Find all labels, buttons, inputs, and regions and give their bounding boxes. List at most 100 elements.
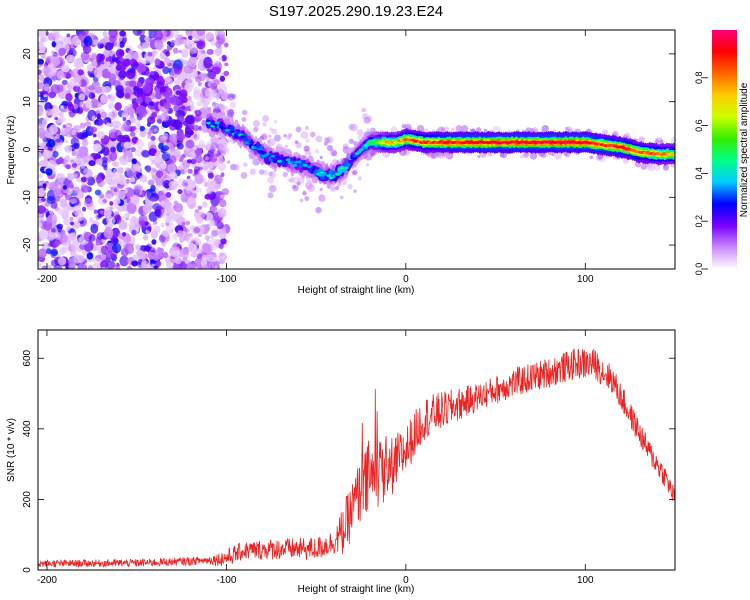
heatmap-cell	[272, 158, 278, 162]
heatmap-cell	[221, 151, 226, 156]
heatmap-cell	[196, 30, 206, 37]
heatmap-cell	[165, 216, 172, 223]
heatmap-cell	[73, 186, 81, 194]
heatmap-cell	[88, 92, 96, 100]
heatmap-cell	[59, 198, 68, 208]
heatmap-cell	[86, 65, 94, 72]
heatmap-cell	[110, 68, 116, 74]
heatmap-cell	[95, 175, 103, 184]
heatmap-cell	[274, 155, 280, 159]
heatmap-cell	[169, 146, 176, 153]
heatmap-cell	[167, 163, 176, 174]
heatmap-cell	[165, 50, 171, 57]
heatmap-cell	[200, 97, 206, 103]
heatmap-cell	[100, 111, 108, 119]
heatmap-cell	[309, 131, 316, 138]
snr-line	[38, 348, 675, 568]
heatmap-cell	[124, 108, 130, 114]
heatmap-cell	[70, 159, 75, 163]
heatmap-cell	[171, 182, 175, 186]
heatmap-cell	[99, 193, 105, 199]
heatmap-cell	[315, 206, 322, 214]
heatmap-cell	[207, 261, 216, 269]
heatmap-cell	[174, 174, 179, 180]
heatmap-cell	[197, 248, 203, 253]
heatmap-cell	[47, 138, 56, 148]
heatmap-cell	[147, 179, 155, 186]
heatmap-cell	[70, 37, 76, 45]
heatmap-cell	[357, 176, 362, 181]
heatmap-cell	[92, 39, 100, 46]
heatmap-cell	[69, 216, 74, 222]
heatmap-cell	[165, 202, 175, 214]
spectrogram-x-tick-label: 0	[403, 274, 409, 285]
heatmap-cell	[77, 108, 84, 114]
heatmap-cell	[229, 101, 237, 108]
heatmap-cell	[131, 194, 140, 206]
heatmap-cell	[91, 115, 96, 121]
heatmap-cell	[363, 116, 371, 124]
heatmap-cell	[201, 144, 207, 148]
heatmap-cell	[529, 152, 538, 160]
heatmap-cell	[352, 169, 358, 176]
heatmap-cell	[65, 164, 71, 170]
heatmap-cell	[213, 150, 218, 154]
heatmap-cell	[42, 37, 48, 43]
heatmap-cell	[80, 165, 86, 169]
heatmap-cell	[361, 107, 367, 113]
heatmap-cell	[164, 76, 172, 83]
heatmap-cell	[218, 158, 224, 165]
heatmap-cell	[139, 34, 147, 43]
heatmap-cell	[267, 192, 274, 199]
heatmap-cell	[180, 105, 186, 111]
heatmap-cell	[307, 179, 313, 185]
snr-plot-area	[38, 330, 675, 570]
heatmap-cell	[151, 171, 156, 176]
heatmap-cell	[46, 57, 51, 64]
heatmap-cell	[122, 121, 131, 131]
heatmap-cell	[612, 156, 617, 160]
colorbar-tick-label: 0.2	[694, 215, 704, 228]
heatmap-cell	[108, 249, 113, 254]
heatmap-cell	[233, 164, 240, 171]
snr-axes: -200 -100 0 100 0 200 400 600	[22, 330, 675, 586]
heatmap-cell	[259, 150, 265, 154]
heatmap-cell	[42, 183, 47, 188]
heatmap-cell	[209, 234, 215, 239]
spectrogram-y-label: Frequency (Hz)	[6, 116, 17, 185]
heatmap-cell	[162, 251, 169, 259]
heatmap-cell	[96, 131, 105, 140]
heatmap-cell	[356, 129, 364, 136]
heatmap-cell	[132, 61, 139, 68]
heatmap-cell	[161, 145, 170, 152]
heatmap-cell	[187, 168, 193, 174]
heatmap-cell	[187, 57, 197, 68]
snr-x-tick-label: -100	[216, 575, 236, 586]
heatmap-cell	[242, 109, 248, 116]
heatmap-cell	[143, 245, 152, 252]
heatmap-cell	[116, 91, 125, 99]
heatmap-cell	[49, 181, 60, 191]
heatmap-cell	[540, 152, 547, 159]
heatmap-cell	[129, 59, 134, 64]
heatmap-cell	[184, 228, 190, 234]
heatmap-cell	[296, 181, 301, 186]
heatmap-cell	[203, 56, 213, 69]
heatmap-cell	[434, 154, 438, 159]
heatmap-cell	[547, 151, 551, 156]
heatmap-cell	[155, 260, 162, 267]
heatmap-cell	[328, 176, 334, 180]
heatmap-cell	[42, 66, 51, 75]
heatmap-cell	[51, 30, 61, 39]
heatmap-cell	[136, 249, 144, 257]
heatmap-cell	[554, 152, 562, 160]
heatmap-cell	[266, 139, 271, 144]
heatmap-cell	[76, 134, 83, 139]
heatmap-cell	[141, 223, 147, 231]
heatmap-cell	[220, 194, 225, 199]
heatmap-cell	[226, 109, 235, 118]
heatmap-cell	[79, 122, 87, 129]
heatmap-cell	[160, 112, 170, 122]
heatmap-cell	[305, 138, 311, 143]
heatmap-cell	[177, 189, 183, 195]
